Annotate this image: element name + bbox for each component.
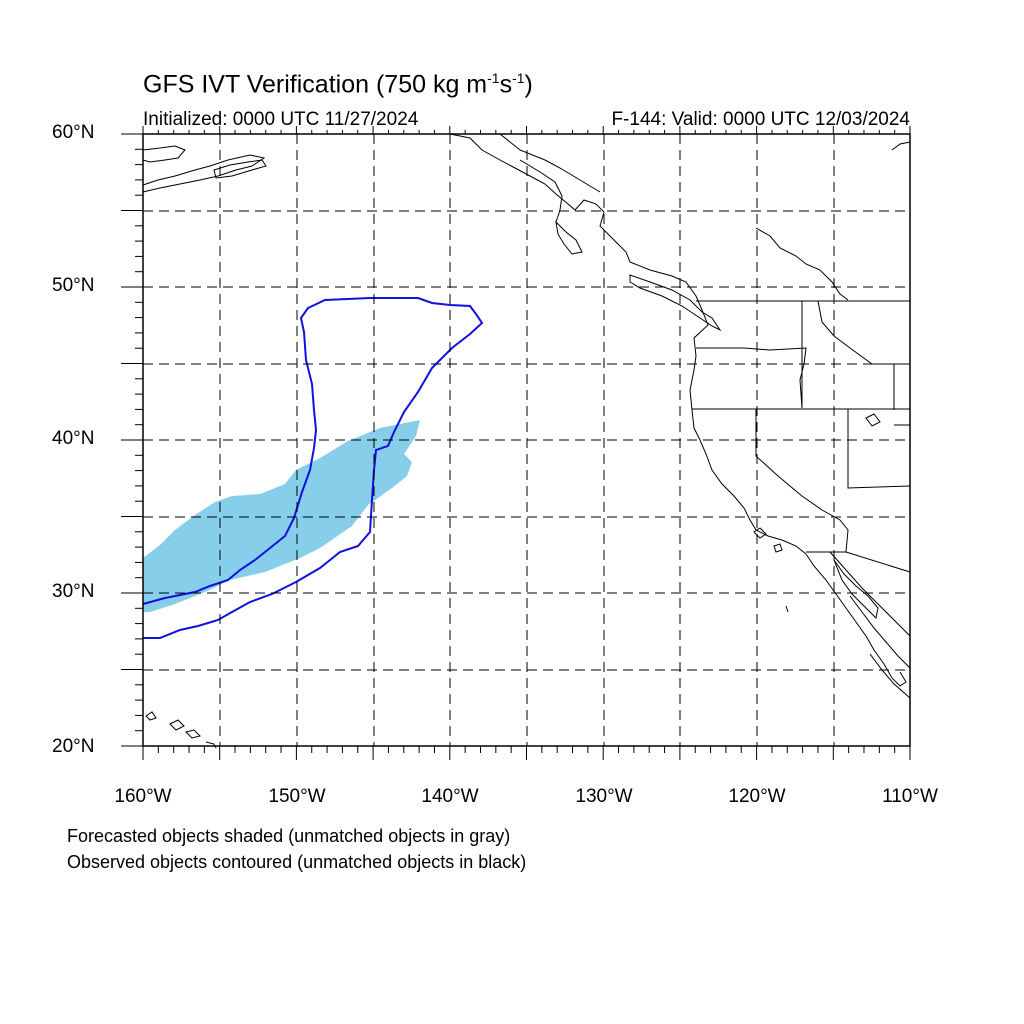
title-exponent-1: -1 xyxy=(487,70,500,86)
lon-label-140w: 140°W xyxy=(421,786,479,807)
legend-forecast-note: Forecasted objects shaded (unmatched obj… xyxy=(67,826,511,846)
title-text: GFS IVT Verification (750 kg m xyxy=(143,70,488,99)
title-close: ) xyxy=(524,70,533,99)
lat-label-20n: 20°N xyxy=(52,736,95,757)
map-title: GFS IVT Verification (750 kg m-1s-1) xyxy=(143,70,533,99)
observed-object-contour xyxy=(142,297,484,639)
graticule xyxy=(143,134,910,746)
lon-label-160w: 160°W xyxy=(114,786,172,807)
initialized-time: Initialized: 0000 UTC 11/27/2024 xyxy=(143,109,419,130)
coastlines xyxy=(142,133,911,749)
lat-label-60n: 60°N xyxy=(52,122,95,143)
lat-label-40n: 40°N xyxy=(52,428,95,449)
lon-label-130w: 130°W xyxy=(575,786,633,807)
lon-label-110w: 110°W xyxy=(882,786,938,807)
valid-time: F-144: Valid: 0000 UTC 12/03/2024 xyxy=(611,109,910,130)
lat-label-50n: 50°N xyxy=(52,275,95,296)
forecast-object-shaded xyxy=(143,420,420,612)
title-exponent-2: -1 xyxy=(512,70,525,86)
title-unit-s: s xyxy=(499,70,513,99)
lon-label-120w: 120°W xyxy=(728,786,786,807)
legend-observed-note: Observed objects contoured (unmatched ob… xyxy=(67,852,527,872)
lat-label-30n: 30°N xyxy=(52,581,95,602)
lon-label-150w: 150°W xyxy=(268,786,326,807)
axis-ticks xyxy=(121,126,911,760)
